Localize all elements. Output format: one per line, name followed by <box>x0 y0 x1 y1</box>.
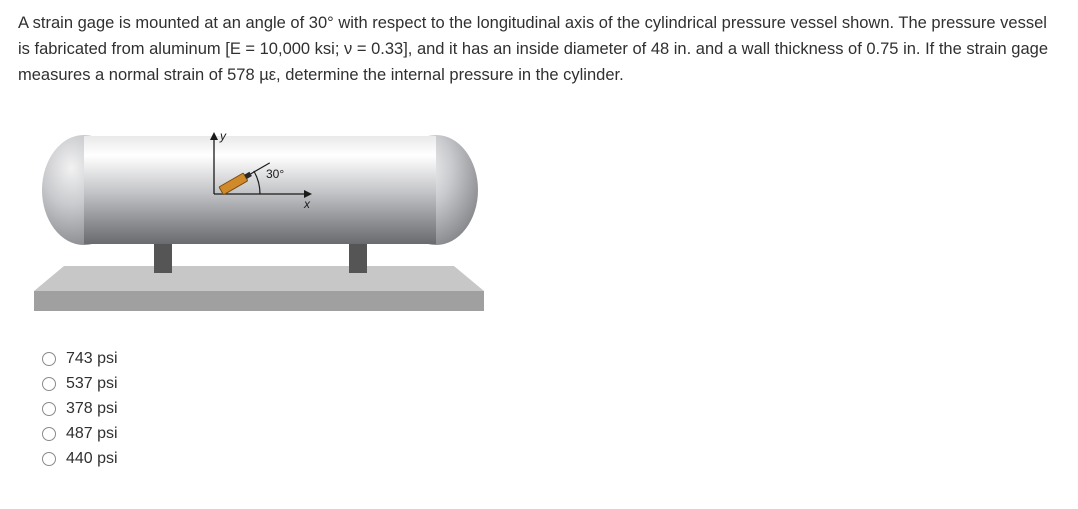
answer-options: 743 psi 537 psi 378 psi 487 psi 440 psi <box>42 350 1060 468</box>
option-label: 743 psi <box>66 350 118 368</box>
radio-icon <box>42 402 56 416</box>
answer-option[interactable]: 743 psi <box>42 350 1060 368</box>
answer-option[interactable]: 378 psi <box>42 400 1060 418</box>
radio-icon <box>42 352 56 366</box>
vessel-figure: y x 30° <box>24 106 501 328</box>
angle-label: 30° <box>266 167 284 181</box>
radio-icon <box>42 427 56 441</box>
base-slab-front <box>34 291 484 311</box>
base-slab-top <box>34 266 484 291</box>
option-label: 440 psi <box>66 450 118 468</box>
y-axis-label: y <box>219 129 227 143</box>
radio-icon <box>42 377 56 391</box>
answer-option[interactable]: 537 psi <box>42 375 1060 393</box>
question-text: A strain gage is mounted at an angle of … <box>18 10 1060 88</box>
radio-icon <box>42 452 56 466</box>
option-label: 537 psi <box>66 375 118 393</box>
answer-option[interactable]: 440 psi <box>42 450 1060 468</box>
option-label: 378 psi <box>66 400 118 418</box>
x-axis-label: x <box>303 197 311 211</box>
option-label: 487 psi <box>66 425 118 443</box>
answer-option[interactable]: 487 psi <box>42 425 1060 443</box>
